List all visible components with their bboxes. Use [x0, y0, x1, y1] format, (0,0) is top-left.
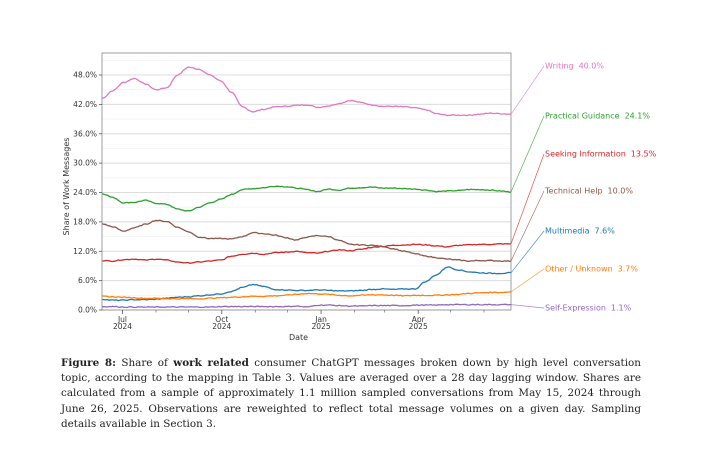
caption-text-1: Share of	[121, 357, 168, 369]
end-label-connector	[510, 115, 545, 193]
end-label-name: Writing	[545, 62, 574, 71]
series-line-other-unknown	[101, 291, 511, 300]
end-label-value: 13.5%	[631, 150, 657, 159]
end-label-name: Multimedia	[545, 227, 590, 236]
y-axis: 0.0% 6.0% 12.0% 18.0% 24.0% 30.0% 36.0% 42.0% 48…	[73, 71, 102, 315]
x-tick-sublabel: 2025	[409, 322, 428, 331]
y-tick-label: 6.0%	[78, 276, 97, 285]
series-line-writing	[101, 66, 512, 117]
x-tick-label: Oct	[215, 315, 228, 324]
y-tick-label: 48.0%	[73, 71, 97, 80]
series-layer	[101, 66, 512, 309]
y-tick-label: 12.0%	[73, 247, 97, 256]
x-axis-title: Date	[289, 333, 308, 342]
y-tick-label: 18.0%	[73, 217, 97, 226]
y-tick-label: 36.0%	[73, 129, 97, 138]
end-label: Technical Help 10.0%	[544, 187, 633, 196]
y-axis-title: Share of Work Messages	[62, 138, 71, 236]
end-label-name: Practical Guidance	[545, 112, 620, 121]
x-tick-label: Jan	[314, 315, 327, 324]
caption-text-2: consumer ChatGPT messages broken down by…	[61, 357, 641, 430]
end-label: Writing 40.0%	[545, 62, 604, 71]
y-tick-label: 30.0%	[73, 159, 97, 168]
end-label-connector	[510, 190, 545, 262]
series-line-practical-guidance	[101, 185, 512, 212]
figure-caption: Figure 8: Share of work related consumer…	[61, 356, 641, 432]
x-tick-sublabel: 2025	[312, 322, 331, 331]
end-label-connector	[510, 268, 545, 293]
series-line-seeking-information	[101, 242, 512, 265]
end-label-connector	[510, 153, 545, 245]
series-line-multimedia	[101, 266, 512, 302]
y-tick-label: 24.0%	[73, 188, 97, 197]
plot-frame	[101, 52, 512, 311]
y-tick-label: 42.0%	[73, 100, 97, 109]
end-label-name: Seeking Information	[545, 150, 626, 159]
end-label-value: 24.1%	[625, 112, 651, 121]
end-label-name: Other / Unknown	[545, 265, 613, 274]
end-label-value: 10.0%	[608, 187, 634, 196]
end-label-connector	[510, 304, 545, 309]
y-tick-label: 0.0%	[78, 306, 97, 315]
end-label-value: 3.7%	[618, 265, 639, 274]
x-tick-label: Apr	[412, 315, 426, 324]
end-label: Self-Expression 1.1%	[545, 304, 632, 313]
x-tick-sublabel: 2024	[212, 322, 231, 331]
grid-lines	[102, 60, 511, 311]
x-tick-label: Jul	[117, 315, 127, 324]
series-line-self-expression	[101, 303, 512, 309]
end-label-value: 40.0%	[579, 62, 605, 71]
end-label-connector	[510, 65, 545, 115]
series-line-technical-help	[101, 219, 512, 263]
end-label-value: 7.6%	[594, 227, 615, 236]
end-label: Other / Unknown 3.7%	[545, 265, 638, 274]
end-label-name: Self-Expression	[545, 304, 606, 313]
end-label: Multimedia 7.6%	[545, 227, 615, 236]
end-labels: Writing 40.0% Practical Guidance 24.1% Seeki…	[510, 62, 657, 313]
figure-label: Figure 8:	[61, 357, 116, 369]
end-label-name: Technical Help	[544, 187, 603, 196]
line-chart: 0.0% 6.0% 12.0% 18.0% 24.0% 30.0% 36.0% 42.0% 48…	[62, 52, 657, 342]
end-label-value: 1.1%	[611, 304, 632, 313]
caption-bold: work related	[173, 357, 249, 369]
end-label: Practical Guidance 24.1%	[545, 112, 650, 121]
x-tick-sublabel: 2024	[113, 322, 132, 331]
end-label-connector	[510, 230, 545, 274]
end-label: Seeking Information 13.5%	[545, 150, 657, 159]
